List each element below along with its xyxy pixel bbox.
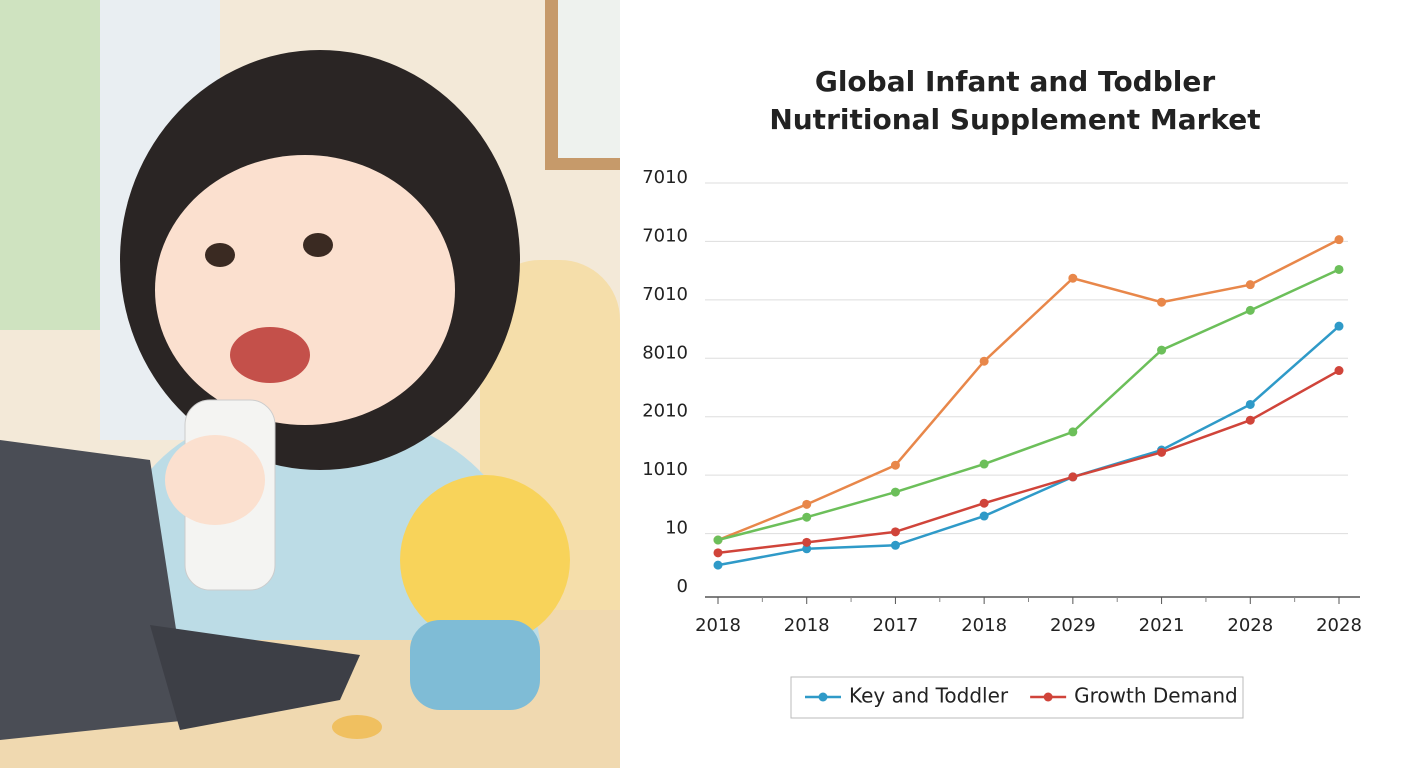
legend-marker [1043,692,1053,702]
legend-marker [818,692,828,702]
y-tick-label: 8010 [642,342,688,363]
x-tick-label: 2028 [1227,615,1273,636]
marker [802,512,812,522]
marker [713,535,723,545]
marker [979,459,989,469]
window [0,0,110,330]
hand [165,435,265,525]
legend-label: Growth Demand [1074,684,1238,708]
marker [802,544,812,554]
legend-label: Key and Toddler [849,684,1009,708]
y-tick-label: 7010 [642,167,688,188]
chart-title: Nutritional Supplement Market [769,103,1260,136]
marker [1334,235,1344,245]
marker [1334,321,1344,331]
legend [790,676,1244,719]
marker [979,356,989,366]
marker [713,560,723,570]
marker [1334,366,1344,376]
marker [1157,345,1167,355]
illustration [0,0,620,768]
marker [890,487,900,497]
y-tick-label: 7010 [642,225,688,246]
eye [303,233,333,257]
marker [1245,305,1255,315]
marker [1334,264,1344,274]
picture [558,0,620,158]
mouth [230,327,310,383]
tablet [0,440,190,740]
line [717,369,1340,555]
chart-title: Global Infant and Todbler [815,65,1216,98]
y-tick-label: 0 [677,576,688,597]
marker [1245,280,1255,290]
line [717,238,1340,542]
toy-body [410,620,540,710]
marker [1068,273,1078,283]
marker [979,511,989,521]
face [155,155,455,425]
x-tick-label: 2017 [873,615,919,636]
x-tick-label: 2029 [1050,615,1096,636]
marker [890,540,900,550]
x-tick-label: 2018 [695,615,741,636]
marker [713,548,723,558]
marker [890,527,900,537]
snack [332,715,382,739]
y-tick-label: 2010 [642,401,688,422]
marker [979,498,989,508]
marker [1157,297,1167,307]
line [717,325,1340,567]
x-tick-label: 2028 [1316,615,1362,636]
toy [400,475,570,645]
marker [1245,415,1255,425]
marker [1068,472,1078,482]
x-tick-label: 2018 [784,615,830,636]
marker [890,460,900,470]
x-tick-label: 2021 [1139,615,1185,636]
y-tick-label: 7010 [642,284,688,305]
marker [1068,427,1078,437]
marker [802,537,812,547]
line [717,268,1340,542]
eye [205,243,235,267]
marker [1245,399,1255,409]
y-tick-label: 10 [665,518,688,539]
tablet-screen [150,625,360,730]
x-tick-label: 2018 [961,615,1007,636]
y-tick-label: 1010 [642,459,688,480]
marker [1157,447,1167,457]
marker [802,499,812,509]
